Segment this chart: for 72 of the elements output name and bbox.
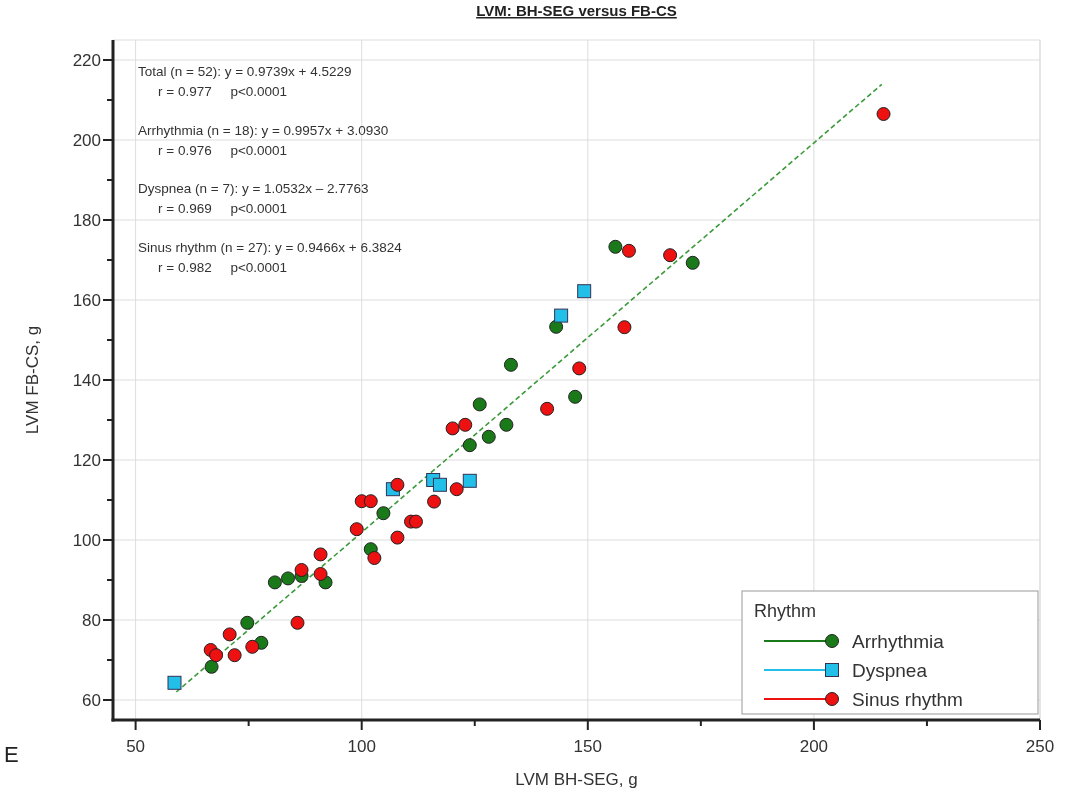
point [540,401,555,416]
point [572,361,587,376]
point [267,575,282,590]
point [449,482,464,497]
x-tick-label: 200 [799,737,829,756]
y-tick-label: 60 [82,691,101,710]
y-tick-label: 120 [72,451,101,470]
point [408,514,423,529]
x-axis-title: LVM BH-SEG, g [515,770,638,789]
point [290,615,305,630]
legend-label: Dyspnea [852,660,928,681]
point [503,357,518,372]
point [222,627,237,642]
point [204,659,219,674]
point [281,571,295,586]
point [445,421,460,436]
y-tick-label: 160 [72,291,101,310]
annotation: r = 0.969 p<0.0001 [158,201,288,216]
y-axis-title: LVM FB-CS, g [23,325,42,435]
x-tick-label: 100 [347,737,376,756]
point [390,477,405,492]
annotation: r = 0.982 p<0.0001 [158,259,288,275]
point [313,567,328,581]
point [209,648,224,663]
annotation: r = 0.976 p<0.0001 [158,142,288,158]
y-tick-label: 220 [72,51,101,70]
annotation: Dyspnea (n = 7): y = 1.0532x – 2.7763 [138,181,369,196]
text: E [4,742,19,767]
x-tick-label: 250 [1025,737,1055,756]
point [240,615,255,630]
point [663,248,678,263]
point [313,547,328,562]
point [499,417,514,432]
annotation: Total (n = 52): y = 0.9739x + 4.5229 [138,64,352,79]
annotation: Sinus rhythm (n = 27): y = 0.9466x + 6.3824 [138,239,403,255]
y-tick-label: 200 [72,131,101,150]
point [472,397,487,412]
point [876,107,891,121]
legend-title: Rhythm [754,601,817,621]
legend-label: Sinus rhythm [852,689,963,710]
point [390,530,405,545]
point [621,243,636,258]
annotation: r = 0.977 p<0.0001 [158,84,288,99]
y-tick-label: 140 [72,371,101,390]
y-tick-label: 100 [72,531,101,550]
point [577,284,592,299]
point [427,494,442,509]
x-tick-label: 50 [126,737,146,756]
point [608,239,623,254]
point [617,320,632,335]
point [462,473,477,488]
x-tick-label: 150 [573,737,602,756]
point [363,494,378,509]
annotation: Arrhythmia (n = 18): y = 0.9957x + 3.0930 [138,122,389,138]
point [294,563,309,577]
point [458,417,473,432]
point [568,389,583,404]
y-tick-label: 180 [72,211,101,230]
point [376,506,391,521]
point [349,522,364,537]
chart-title: LVM: BH-SEG versus FB-CS [476,2,677,19]
point [481,429,496,444]
point [462,438,477,453]
legend-label: Arrhythmia [852,631,945,652]
point [432,477,447,492]
y-tick-label: 80 [82,611,101,630]
point [245,639,260,654]
point [167,675,182,690]
point [367,551,382,565]
point [554,308,569,323]
point [227,648,242,663]
point [685,255,700,270]
